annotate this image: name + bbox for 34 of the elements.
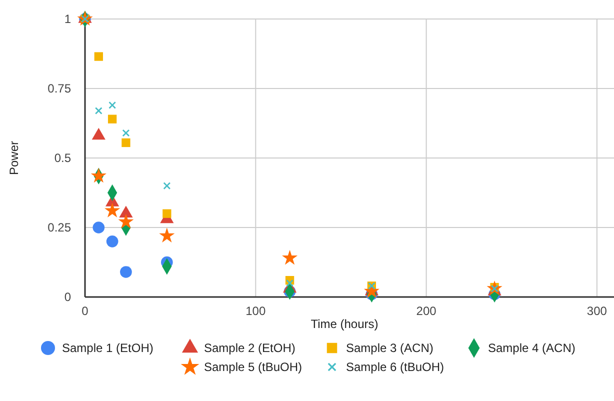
point (122, 129, 130, 136)
legend-label: Sample 6 (tBuOH) (346, 360, 444, 374)
point (118, 214, 134, 229)
point (163, 182, 170, 190)
point (95, 107, 102, 114)
point (120, 266, 132, 278)
x-axis-title: Time (hours) (310, 317, 378, 331)
point (162, 209, 172, 218)
point (282, 250, 298, 265)
point (106, 235, 118, 248)
y-axis-title: Power (7, 140, 21, 176)
point (104, 202, 120, 218)
x-tick-label: 300 (586, 304, 608, 318)
y-tick-label: 0.75 (48, 82, 72, 96)
legend-label: Sample 4 (ACN) (488, 341, 576, 356)
legend-label: Sample 1 (EtOH) (62, 341, 154, 356)
point (94, 52, 103, 61)
x-tick-label: 100 (246, 304, 266, 318)
point (92, 222, 105, 234)
point (159, 228, 175, 242)
y-tick-label: 0.25 (48, 220, 72, 235)
y-tick-label: 0 (64, 290, 72, 304)
y-tick-label: 0.5 (54, 151, 72, 166)
point (108, 102, 116, 109)
x-tick-label: 0 (82, 304, 89, 318)
point (90, 168, 106, 183)
legend-label: Sample 3 (ACN) (346, 341, 434, 356)
x-tick-label: 200 (416, 304, 437, 318)
point (122, 138, 130, 148)
legend-label: Sample 5 (tBuOH) (204, 360, 302, 374)
legend-label: Sample 2 (EtOH) (204, 341, 296, 356)
point (108, 114, 117, 124)
point (286, 280, 294, 287)
y-tick-label: 1 (64, 12, 72, 26)
